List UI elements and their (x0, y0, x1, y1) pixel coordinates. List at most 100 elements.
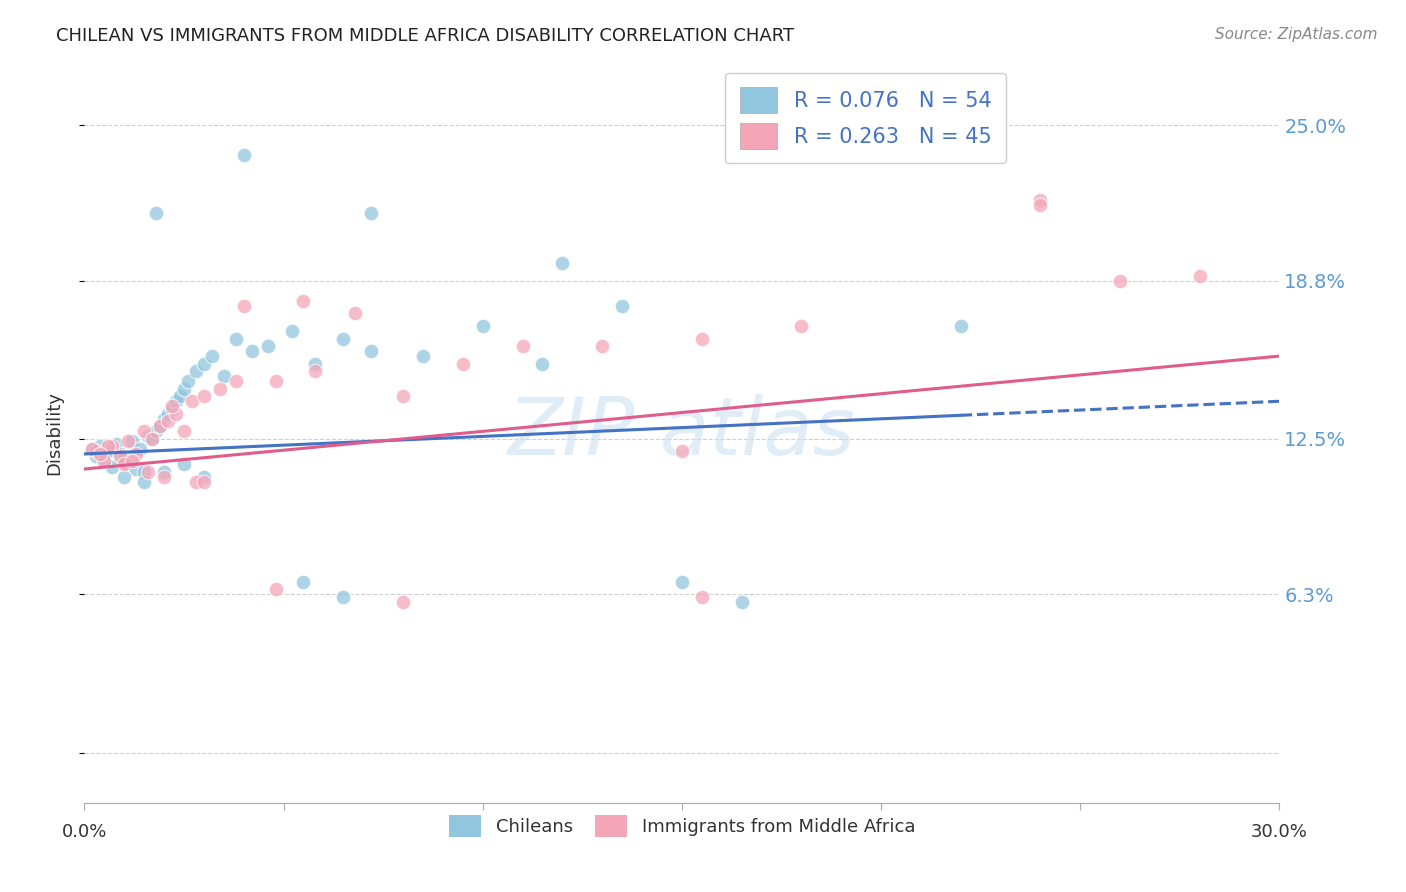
Point (173, 457, 195, 471)
Point (157, 407, 180, 421)
Point (112, 452, 135, 467)
Point (97, 444, 120, 458)
Point (132, 425, 156, 439)
Point (212, 369, 235, 384)
Point (89, 447, 111, 461)
Text: ZIP atlas: ZIP atlas (508, 393, 856, 472)
Point (591, 339, 613, 353)
Point (125, 447, 148, 461)
Point (344, 306, 367, 320)
Point (332, 590, 354, 604)
Point (101, 439, 124, 453)
Point (129, 442, 152, 456)
Point (153, 465, 176, 479)
Point (551, 256, 574, 270)
Point (671, 574, 693, 589)
Point (208, 382, 231, 396)
Point (149, 419, 172, 434)
Point (232, 148, 254, 162)
Point (949, 318, 972, 333)
Point (451, 357, 474, 371)
Text: CHILEAN VS IMMIGRANTS FROM MIDDLE AFRICA DISABILITY CORRELATION CHART: CHILEAN VS IMMIGRANTS FROM MIDDLE AFRICA… (56, 27, 794, 45)
Point (121, 454, 143, 468)
Point (153, 469, 176, 483)
Point (280, 324, 302, 338)
Point (360, 344, 382, 359)
Point (86, 450, 108, 464)
Point (1188, 268, 1211, 283)
Point (690, 331, 713, 345)
Point (240, 344, 263, 359)
Point (292, 293, 315, 308)
Point (125, 462, 148, 476)
Text: 0.0%: 0.0% (62, 823, 107, 841)
Point (304, 357, 326, 371)
Text: Source: ZipAtlas.com: Source: ZipAtlas.com (1215, 27, 1378, 42)
Point (132, 475, 156, 489)
Point (790, 318, 813, 333)
Point (612, 299, 634, 313)
Point (184, 475, 207, 489)
Point (165, 407, 187, 421)
Point (141, 432, 163, 446)
Point (101, 459, 124, 474)
Point (89, 439, 111, 453)
Point (256, 339, 278, 353)
Point (149, 419, 172, 434)
Point (82, 442, 104, 456)
Point (201, 349, 224, 363)
Point (292, 574, 315, 589)
Point (153, 412, 176, 426)
Point (512, 339, 534, 353)
Point (136, 429, 159, 443)
Point (671, 444, 693, 458)
Point (1029, 198, 1052, 212)
Point (145, 206, 167, 220)
Point (1109, 274, 1132, 288)
Point (193, 469, 215, 483)
Point (97, 439, 120, 453)
Point (177, 374, 200, 388)
Point (160, 399, 183, 413)
Point (132, 465, 156, 479)
Point (110, 450, 132, 464)
Point (304, 364, 326, 378)
Point (105, 437, 128, 451)
Point (360, 206, 382, 220)
Text: 30.0%: 30.0% (1251, 823, 1308, 841)
Point (392, 389, 415, 403)
Point (531, 357, 554, 371)
Point (731, 595, 754, 609)
Point (136, 465, 159, 479)
Point (86, 444, 108, 458)
Point (471, 318, 494, 333)
Point (112, 457, 135, 471)
Point (181, 394, 204, 409)
Point (93, 454, 115, 468)
Point (193, 475, 215, 489)
Point (193, 389, 215, 403)
Point (141, 432, 163, 446)
Point (110, 447, 132, 461)
Point (1029, 194, 1052, 208)
Point (332, 331, 354, 345)
Point (112, 469, 135, 483)
Point (121, 434, 143, 449)
Point (392, 595, 415, 609)
Point (264, 374, 287, 388)
Point (173, 425, 195, 439)
Point (264, 582, 287, 597)
Point (232, 299, 254, 313)
Point (184, 364, 207, 378)
Point (173, 382, 195, 396)
Point (117, 457, 139, 471)
Point (193, 357, 215, 371)
Point (225, 374, 247, 388)
Point (82, 442, 104, 456)
Point (165, 394, 187, 409)
Point (145, 425, 167, 439)
Point (157, 414, 180, 428)
Legend: Chileans, Immigrants from Middle Africa: Chileans, Immigrants from Middle Africa (440, 805, 924, 846)
Point (169, 389, 191, 403)
Point (117, 434, 139, 449)
